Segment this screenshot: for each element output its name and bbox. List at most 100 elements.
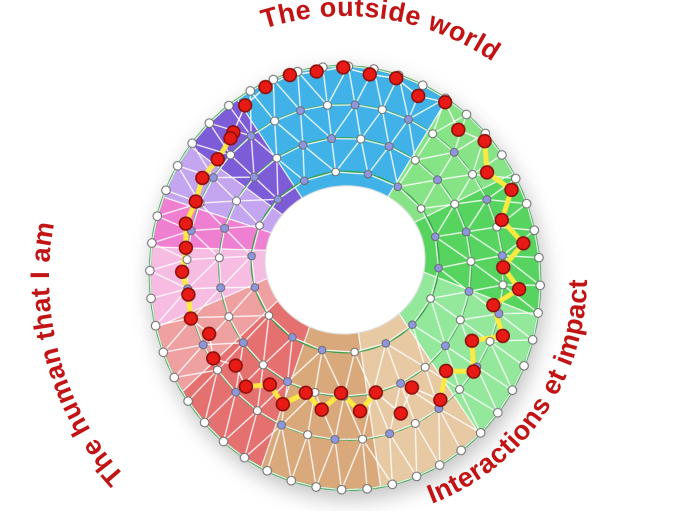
node[interactable] (498, 280, 508, 290)
node[interactable] (250, 283, 260, 292)
node[interactable] (396, 378, 406, 388)
selected-node[interactable] (389, 71, 404, 86)
node[interactable] (169, 372, 180, 383)
node[interactable] (327, 134, 337, 144)
selected-node[interactable] (336, 60, 351, 75)
node[interactable] (226, 150, 236, 160)
selected-node[interactable] (516, 236, 531, 251)
node[interactable] (336, 484, 347, 495)
node[interactable] (411, 471, 422, 482)
node[interactable] (330, 434, 340, 444)
selected-node[interactable] (433, 392, 448, 408)
node[interactable] (161, 185, 171, 196)
selected-node[interactable] (352, 403, 368, 419)
node[interactable] (467, 169, 477, 179)
selected-node[interactable] (464, 333, 480, 348)
node[interactable] (224, 312, 234, 322)
node[interactable] (408, 320, 417, 330)
node[interactable] (277, 420, 287, 430)
selected-node[interactable] (393, 406, 408, 421)
selected-node[interactable] (188, 194, 203, 209)
node[interactable] (493, 407, 503, 418)
node[interactable] (150, 320, 161, 331)
node[interactable] (461, 227, 471, 237)
selected-node[interactable] (496, 260, 511, 275)
node[interactable] (387, 479, 398, 490)
selected-node[interactable] (309, 64, 324, 79)
node[interactable] (255, 221, 264, 230)
selected-node[interactable] (362, 67, 377, 82)
node[interactable] (152, 211, 163, 221)
node[interactable] (417, 80, 428, 91)
node[interactable] (300, 176, 309, 186)
node[interactable] (449, 147, 459, 157)
node[interactable] (268, 74, 279, 85)
node[interactable] (362, 484, 372, 494)
selected-node[interactable] (181, 287, 196, 302)
selected-node[interactable] (262, 377, 278, 392)
selected-node[interactable] (437, 95, 453, 110)
selected-node[interactable] (178, 240, 194, 255)
selected-node[interactable] (237, 98, 253, 113)
selected-node[interactable] (494, 212, 509, 228)
node[interactable] (249, 172, 259, 182)
node[interactable] (264, 311, 274, 320)
node[interactable] (204, 118, 215, 128)
selected-node[interactable] (298, 385, 313, 401)
node[interactable] (430, 232, 440, 242)
node[interactable] (464, 286, 474, 296)
selected-node[interactable] (451, 122, 466, 137)
node[interactable] (303, 430, 313, 440)
node[interactable] (286, 475, 297, 486)
node[interactable] (262, 465, 273, 476)
node[interactable] (410, 418, 420, 428)
node[interactable] (224, 100, 234, 111)
node[interactable] (322, 100, 332, 110)
node[interactable] (295, 106, 305, 116)
node[interactable] (208, 173, 218, 183)
node[interactable] (350, 100, 360, 110)
node[interactable] (433, 175, 443, 185)
node[interactable] (218, 436, 229, 447)
node[interactable] (529, 225, 540, 236)
node[interactable] (377, 105, 387, 115)
node[interactable] (455, 315, 465, 325)
node[interactable] (187, 138, 197, 149)
node[interactable] (298, 140, 308, 150)
node[interactable] (521, 198, 532, 209)
selected-node[interactable] (201, 326, 217, 342)
node[interactable] (482, 195, 492, 205)
node[interactable] (466, 256, 476, 266)
node[interactable] (231, 196, 241, 206)
node[interactable] (535, 280, 545, 291)
node[interactable] (358, 434, 368, 444)
node[interactable] (416, 204, 426, 213)
node[interactable] (507, 385, 518, 396)
node[interactable] (272, 153, 282, 163)
node[interactable] (183, 396, 193, 406)
node[interactable] (182, 255, 192, 265)
node[interactable] (497, 251, 507, 261)
node[interactable] (245, 86, 256, 96)
node[interactable] (420, 362, 430, 372)
node[interactable] (216, 283, 226, 293)
node[interactable] (485, 336, 495, 346)
node[interactable] (246, 131, 256, 141)
selected-node[interactable] (368, 385, 384, 400)
selected-node[interactable] (504, 182, 519, 198)
node[interactable] (247, 251, 256, 261)
node[interactable] (440, 341, 450, 351)
node[interactable] (519, 360, 529, 371)
node[interactable] (288, 333, 297, 342)
node[interactable] (270, 116, 280, 126)
node[interactable] (273, 195, 283, 204)
node[interactable] (450, 199, 460, 209)
node[interactable] (252, 406, 262, 416)
selected-node[interactable] (411, 88, 426, 104)
node[interactable] (158, 347, 169, 358)
node[interactable] (147, 238, 157, 248)
selected-node[interactable] (438, 363, 454, 379)
selected-node[interactable] (195, 170, 210, 186)
node[interactable] (384, 141, 394, 151)
node[interactable] (533, 308, 543, 318)
